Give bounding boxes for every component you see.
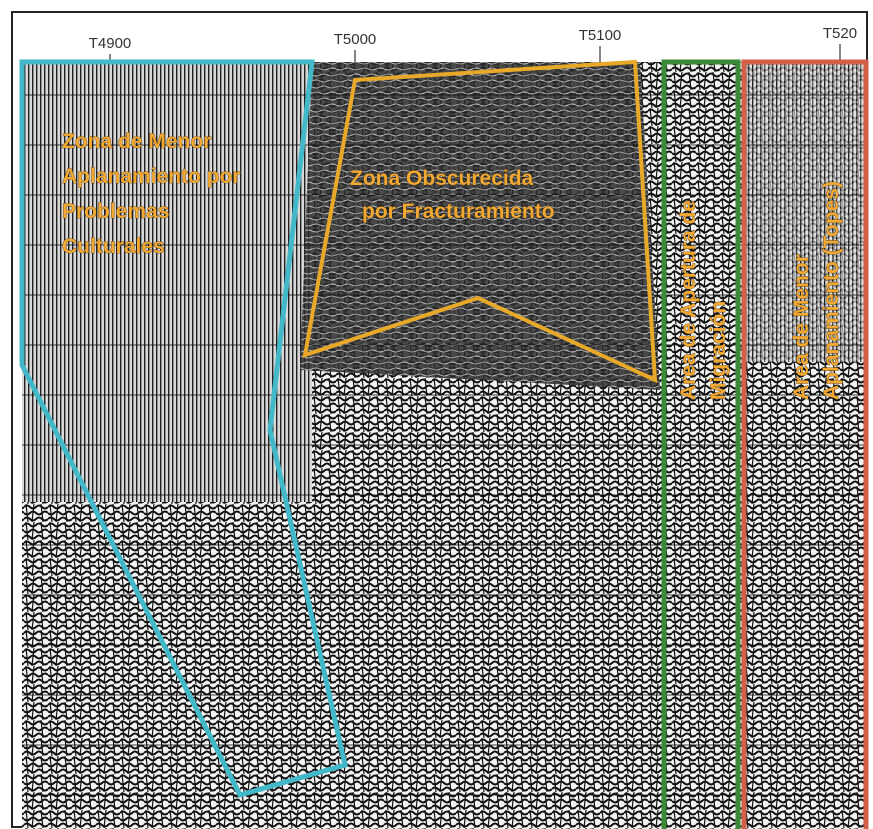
annotation-line: Culturales: [62, 235, 165, 258]
trace-label: T5000: [334, 31, 377, 48]
annotation-line: Aplanamiento (Topes): [820, 181, 843, 400]
seismic-figure: T4900 T5000 T5100 T520 Zona de Menor Apl…: [0, 0, 873, 829]
annotation-line: Zona Obscurecida: [350, 167, 534, 190]
annotation-line: Area de Menor: [790, 254, 813, 400]
annotation-line: Area de Apertura de: [677, 200, 700, 400]
annotation-line: por Fracturamiento: [362, 200, 555, 223]
annotation-line: Problemas: [62, 200, 169, 223]
flat-traces: [22, 62, 312, 502]
annotation-line: Aplanamiento por: [62, 165, 241, 188]
annotation-line: Zona de Menor: [62, 130, 211, 153]
trace-label: T4900: [89, 35, 132, 52]
trace-label: T520: [823, 25, 857, 42]
annotation-line: Migración: [707, 301, 730, 400]
trace-label: T5100: [579, 27, 622, 44]
